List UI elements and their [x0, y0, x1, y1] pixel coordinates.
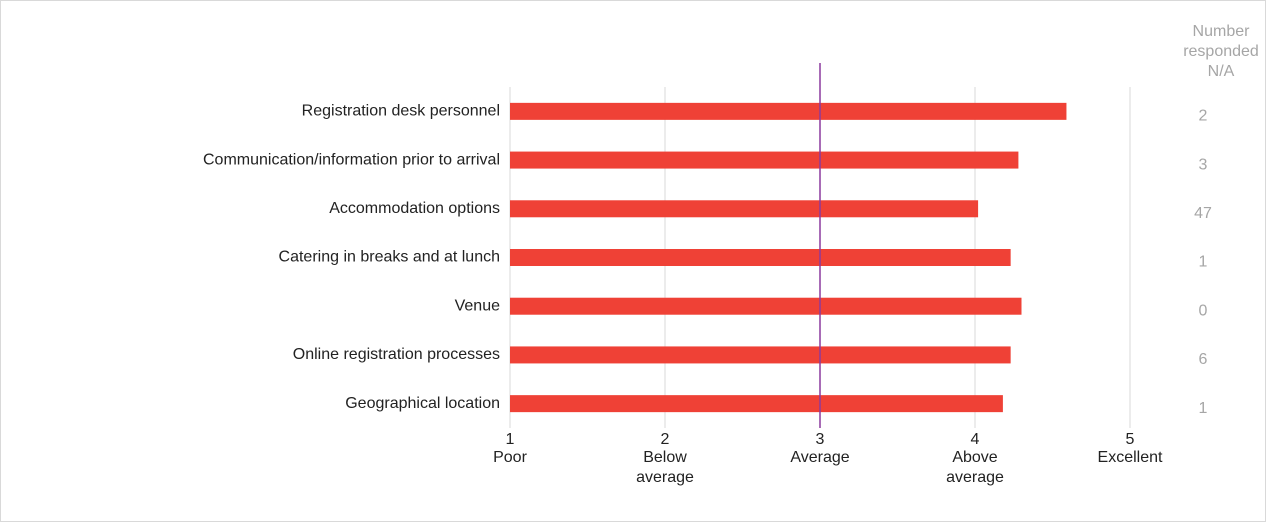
bar — [510, 200, 979, 218]
x-tick-description: Poor — [493, 449, 527, 466]
category-label: Online registration processes — [293, 346, 500, 363]
count: 2 — [1199, 108, 1208, 125]
count: 3 — [1199, 156, 1208, 173]
category-label: Venue — [455, 297, 500, 314]
category-label: Registration desk personnel — [302, 103, 500, 120]
category-label: Communication/information prior to arriv… — [203, 151, 500, 168]
x-tick-description: Excellent — [1097, 449, 1163, 466]
x-tick-description: Below average — [636, 449, 694, 486]
bar — [510, 297, 1022, 315]
x-tick-label: 4 — [971, 431, 980, 448]
category-label: Catering in breaks and at lunch — [279, 249, 500, 266]
count: 1 — [1199, 400, 1208, 417]
bar — [510, 102, 1067, 120]
bar — [510, 346, 1011, 364]
count: 1 — [1199, 254, 1208, 271]
bar — [510, 151, 1019, 169]
x-tick-label: 2 — [661, 431, 670, 448]
bar — [510, 395, 1003, 413]
x-tick-label: 1 — [506, 431, 515, 448]
count: 0 — [1199, 302, 1208, 319]
x-tick-label: 3 — [816, 431, 825, 448]
count: 6 — [1199, 351, 1208, 368]
count-header: Number responded N/A — [1183, 23, 1259, 80]
count: 47 — [1194, 205, 1212, 222]
x-tick-label: 5 — [1126, 431, 1135, 448]
x-tick-description: Average — [790, 449, 850, 466]
category-label: Accommodation options — [329, 200, 500, 217]
bar — [510, 249, 1011, 266]
x-tick-description: Above average — [946, 449, 1004, 486]
category-label: Geographical location — [345, 395, 500, 412]
